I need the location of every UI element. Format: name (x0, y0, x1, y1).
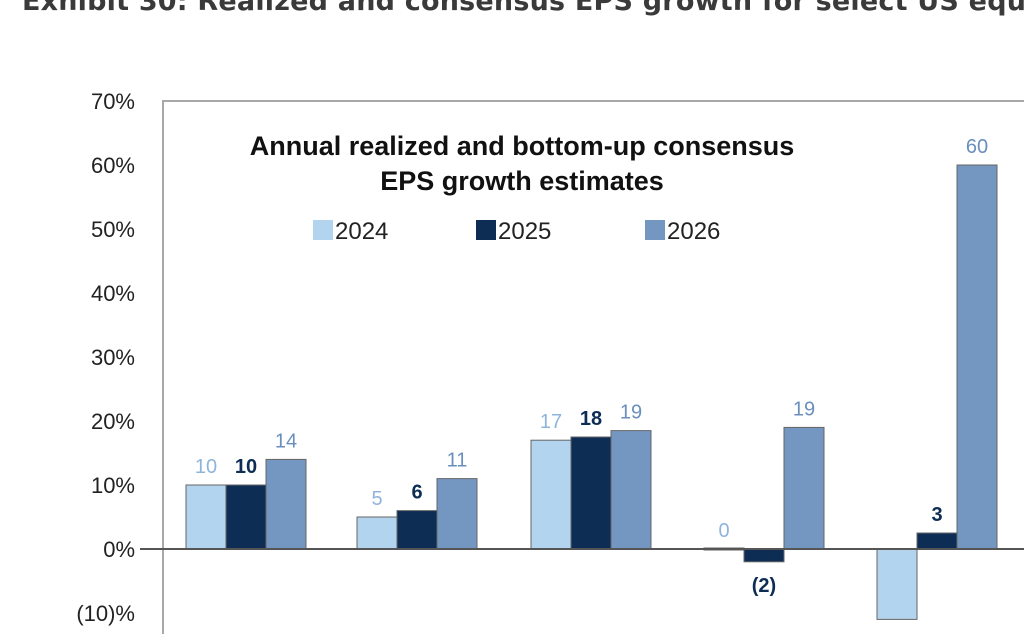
y-tick-label: 30% (91, 345, 135, 370)
bars (185, 164, 998, 620)
y-tick-label: 50% (91, 217, 135, 242)
legend-swatch-2026 (645, 220, 665, 240)
data-label-2026-group-1: 14 (275, 430, 297, 452)
data-label-2026-group-5: 60 (966, 136, 988, 158)
y-axis: 70% 60% 50% 40% 30% 20% 10% 0% (10)% (76, 89, 135, 626)
bar-2024-group-2 (356, 516, 398, 550)
bar-2026-group-2 (436, 478, 478, 550)
y-tick-label: 20% (91, 409, 135, 434)
bar-2025-group-1 (225, 484, 267, 550)
y-tick-label: 0% (103, 537, 135, 562)
y-tick-label: 70% (91, 89, 135, 114)
data-label-2026-group-4: 19 (793, 398, 815, 420)
data-label-2024-group-3: 17 (540, 411, 562, 433)
data-label-2026-group-3: 19 (620, 402, 642, 424)
plot-frame (162, 100, 1024, 639)
legend-swatch-2025 (476, 220, 496, 240)
legend-label-2024: 2024 (335, 218, 388, 245)
legend-label-2025: 2025 (498, 218, 551, 245)
y-tick-label: 60% (91, 153, 135, 178)
y-tick-label: 10% (91, 473, 135, 498)
data-label-2026-group-2: 11 (447, 450, 468, 472)
data-label-2025-group-2: 6 (411, 482, 422, 504)
legend: 2024 2025 2026 (313, 218, 720, 245)
data-label-2024-group-1: 10 (195, 456, 217, 478)
bar-2026-group-5 (956, 164, 998, 550)
y-tick-label: 40% (91, 281, 135, 306)
data-label-2024-group-2: 5 (371, 488, 382, 510)
exhibit-title: Exhibit 30: Realized and consensus EPS g… (22, 0, 1024, 17)
bar-2026-group-3 (610, 430, 652, 550)
data-label-2025-group-3: 18 (580, 408, 602, 430)
bar-2025-group-4 (743, 548, 785, 563)
bar-2025-group-2 (396, 510, 438, 550)
chart-title: Annual realized and bottom-up consensus E… (250, 131, 795, 196)
bar-2024-group-5 (876, 548, 918, 620)
bar-2024-group-3 (530, 439, 572, 550)
bar-2026-group-4 (783, 426, 825, 550)
chart-title-line-1: Annual realized and bottom-up consensus (250, 131, 795, 161)
legend-label-2026: 2026 (667, 218, 720, 245)
data-label-2025-group-1: 10 (235, 456, 257, 478)
y-tick-label: (10)% (76, 601, 135, 626)
data-label-2025-group-5: 3 (931, 504, 942, 526)
chart-title-line-2: EPS growth estimates (380, 166, 664, 196)
legend-swatch-2024 (313, 220, 333, 240)
data-label-2025-group-4: (2) (752, 575, 776, 597)
bar-2025-group-3 (570, 436, 612, 550)
data-label-2024-group-4: 0 (718, 520, 729, 542)
bar-2026-group-1 (265, 458, 307, 550)
bar-2024-group-1 (185, 484, 227, 550)
bar-2025-group-5 (916, 532, 958, 550)
